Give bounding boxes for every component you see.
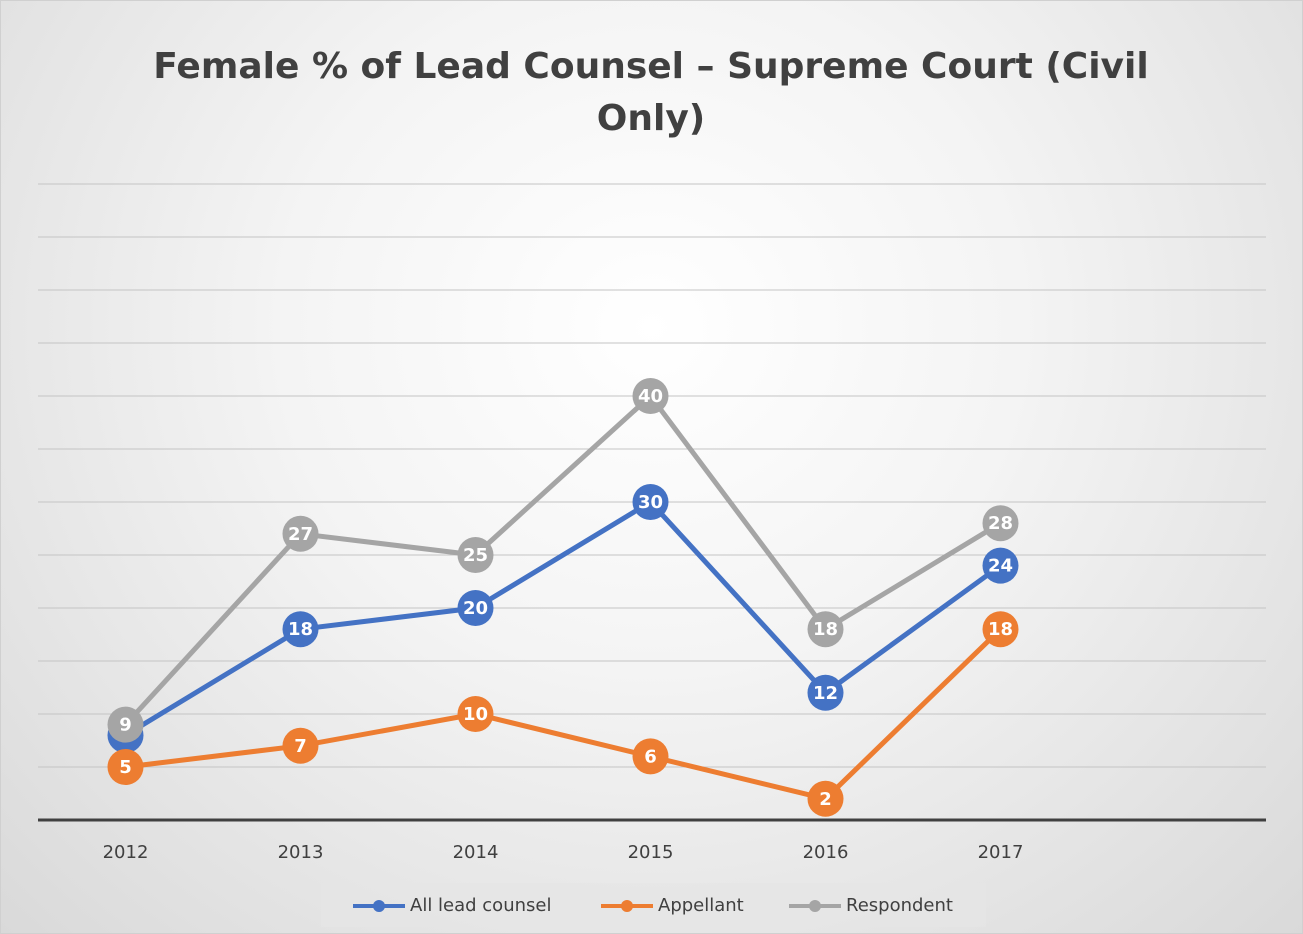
data-label: 40: [638, 386, 663, 407]
data-point: [807, 780, 844, 817]
data-point: [632, 484, 669, 520]
data-label: 30: [638, 492, 663, 513]
data-point: [107, 749, 144, 785]
data-label: 2: [819, 789, 832, 810]
x-tick-label: 2013: [278, 842, 324, 863]
x-tick-label: 2012: [103, 842, 149, 863]
data-label: 9: [119, 715, 132, 736]
data-point: [632, 378, 669, 414]
data-label: 18: [988, 619, 1013, 640]
data-label: 20: [463, 598, 488, 619]
chart-title: Female % of Lead Counsel – Supreme Court…: [153, 46, 1149, 139]
x-tick-label: 2017: [978, 842, 1024, 863]
legend-marker: [621, 900, 633, 912]
data-label: 12: [813, 683, 838, 704]
legend-marker: [809, 900, 821, 912]
data-label: 28: [988, 513, 1013, 534]
legend-marker: [373, 900, 385, 912]
x-tick-label: 2015: [628, 842, 674, 863]
data-label: 25: [463, 545, 488, 566]
legend-label: All lead counsel: [410, 895, 551, 916]
x-tick-label: 2014: [453, 842, 499, 863]
legend-label: Appellant: [658, 895, 744, 916]
series-line: [124, 499, 1002, 738]
data-label: 6: [644, 746, 657, 767]
data-point: [807, 611, 844, 648]
data-point: [457, 590, 494, 626]
data-point: [282, 515, 319, 552]
data-point: [282, 611, 319, 648]
series-line: [125, 627, 1003, 802]
x-tick-label: 2016: [803, 842, 849, 863]
data-point: [632, 738, 669, 775]
data-point: [457, 696, 494, 732]
data-point: [107, 706, 144, 743]
data-point: [282, 727, 319, 764]
data-point: [982, 505, 1019, 542]
data-label: 18: [813, 619, 838, 640]
data-point: [807, 674, 844, 711]
legend-label: Respondent: [846, 895, 953, 916]
series-line: [123, 393, 1002, 727]
data-label: 5: [119, 757, 132, 778]
data-point: [982, 547, 1019, 584]
data-label: 10: [463, 704, 488, 725]
data-label: 7: [294, 736, 307, 757]
data-label: 27: [288, 524, 313, 545]
legend-box: [321, 883, 986, 927]
data-point: [457, 537, 494, 573]
data-point: [982, 611, 1019, 648]
data-label: 24: [988, 556, 1013, 577]
data-label: 18: [288, 619, 313, 640]
